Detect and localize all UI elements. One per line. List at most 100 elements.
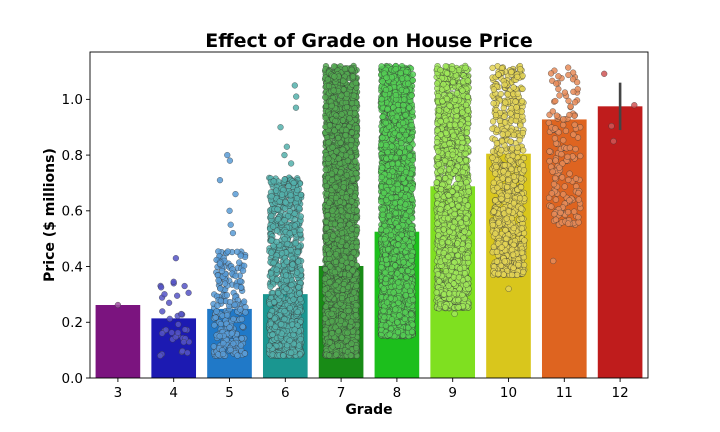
strip-point xyxy=(329,177,336,184)
strip-point xyxy=(237,306,244,313)
strip-point xyxy=(295,258,302,265)
strip-point xyxy=(210,343,217,350)
strip-point xyxy=(237,252,244,259)
strip-point xyxy=(267,283,274,290)
strip-point xyxy=(346,115,353,122)
strip-point xyxy=(339,117,346,124)
strip-point xyxy=(270,178,277,185)
strip-point xyxy=(166,299,173,306)
strip-point xyxy=(288,349,295,356)
plot-area xyxy=(89,51,649,379)
strip-point xyxy=(161,291,168,298)
strip-point xyxy=(324,76,331,83)
strip-point xyxy=(281,316,288,323)
strip-point xyxy=(335,155,342,162)
strip-point xyxy=(227,346,234,353)
strip-point xyxy=(339,286,347,293)
strip-point xyxy=(157,352,164,359)
strip-point xyxy=(237,278,244,285)
strip-point xyxy=(242,309,249,316)
strip-point xyxy=(236,259,243,266)
strip-point xyxy=(267,270,275,277)
strip-point xyxy=(347,352,354,359)
strip-point-outlier xyxy=(232,191,239,198)
strip-point-outlier xyxy=(227,221,234,228)
strip-point xyxy=(268,212,275,220)
strip-point xyxy=(327,263,334,270)
strip-point xyxy=(338,111,345,118)
strip-point xyxy=(268,237,275,244)
strip-point xyxy=(347,318,355,325)
strip-point xyxy=(332,251,340,258)
strip-point xyxy=(216,260,223,267)
strip-point xyxy=(326,279,333,286)
strip-point xyxy=(341,65,349,73)
strip-point xyxy=(296,205,303,212)
strip-point xyxy=(332,258,340,265)
strip-point xyxy=(328,102,335,109)
strip-point-outlier xyxy=(293,93,300,100)
strip-point xyxy=(322,166,329,173)
strip-point xyxy=(215,277,222,284)
strip-point xyxy=(238,335,245,342)
strip-point xyxy=(340,184,347,191)
strip-point xyxy=(221,280,229,287)
strip-point xyxy=(332,118,339,125)
strip-point xyxy=(273,276,281,283)
strip-point xyxy=(297,226,304,234)
strip-point xyxy=(332,194,340,201)
strip-point xyxy=(290,296,297,303)
strip-point xyxy=(342,132,349,139)
strip-point xyxy=(267,320,274,327)
strip-point xyxy=(290,331,297,338)
strip-point xyxy=(344,213,351,220)
strip-point xyxy=(344,157,351,164)
strip-point xyxy=(352,312,359,319)
strip-point xyxy=(278,330,285,337)
strip-point-outlier xyxy=(229,230,237,237)
strip-point xyxy=(325,82,333,90)
strip-point xyxy=(325,352,333,359)
bar-grade-3 xyxy=(95,305,141,378)
strip-point xyxy=(181,282,188,290)
strip-point xyxy=(297,213,304,220)
strip-point xyxy=(185,289,192,296)
strip-point xyxy=(266,312,274,319)
strip-point xyxy=(184,349,191,356)
strip-point xyxy=(329,144,336,151)
strip-point xyxy=(213,308,220,315)
strip-point xyxy=(347,142,355,149)
strip-point xyxy=(224,312,231,319)
strip-point xyxy=(239,267,247,274)
strip-point xyxy=(268,193,275,200)
strip-point xyxy=(270,223,277,230)
strip-point xyxy=(287,192,294,199)
strip-point xyxy=(334,342,341,349)
strip-point xyxy=(330,232,337,239)
strip-point xyxy=(335,134,342,142)
strip-point-outlier xyxy=(283,143,290,150)
strip-point xyxy=(337,222,344,229)
strip-point-outlier xyxy=(224,152,231,159)
strip-point xyxy=(278,250,286,257)
strip-point xyxy=(281,217,288,224)
strip-point xyxy=(239,323,246,330)
strip-point xyxy=(338,230,346,237)
strip-point xyxy=(335,328,342,335)
strip-point xyxy=(337,169,344,176)
strip-point-outlier xyxy=(277,124,284,131)
strip-point xyxy=(268,249,275,256)
strip-point-outlier xyxy=(226,157,233,164)
strip-point xyxy=(326,250,333,257)
strip-point xyxy=(286,337,293,344)
strip-point xyxy=(217,297,224,304)
strip-point xyxy=(273,227,281,234)
strip-point xyxy=(289,261,296,268)
strip-point xyxy=(353,243,360,251)
strip-point xyxy=(170,278,177,285)
strip-point xyxy=(348,225,356,232)
strip-point xyxy=(324,212,331,219)
strip-point xyxy=(326,339,333,346)
strip-point xyxy=(328,318,336,325)
strip-point xyxy=(224,248,231,255)
